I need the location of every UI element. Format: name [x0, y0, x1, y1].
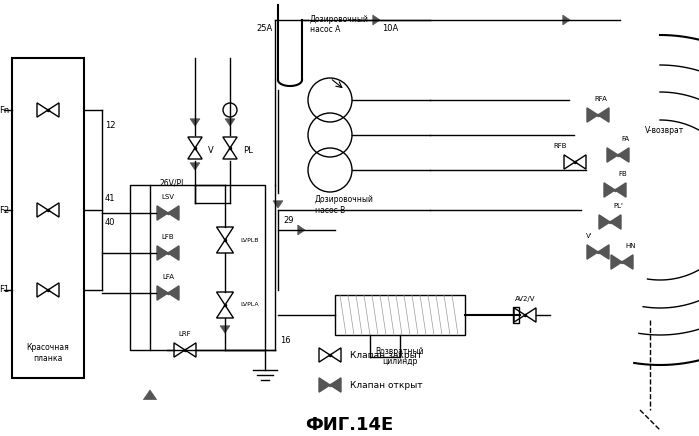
Polygon shape [587, 245, 598, 259]
Text: Fn: Fn [0, 106, 9, 115]
Text: LSV: LSV [161, 194, 175, 200]
Polygon shape [563, 15, 570, 25]
Polygon shape [373, 15, 380, 25]
Polygon shape [587, 108, 598, 122]
Polygon shape [615, 183, 626, 197]
Polygon shape [190, 119, 200, 126]
Text: 16: 16 [280, 336, 291, 345]
Text: 10A: 10A [382, 24, 398, 33]
Bar [12, 58, 84, 378]
Text: V': V' [586, 233, 593, 239]
Text: 25A: 25A [257, 24, 273, 33]
Text: PL': PL' [613, 203, 623, 209]
Text: FA: FA [621, 136, 629, 142]
Text: Клапан закрыт: Клапан закрыт [350, 351, 422, 360]
Text: 29: 29 [283, 215, 294, 225]
Bar [513, 307, 519, 323]
Polygon shape [319, 378, 330, 392]
Polygon shape [610, 215, 621, 229]
Polygon shape [157, 246, 168, 260]
Text: Дозировочный
насос В: Дозировочный насос В [315, 195, 374, 215]
Text: Клапан открыт: Клапан открыт [350, 381, 423, 389]
Polygon shape [622, 255, 633, 269]
Text: 12: 12 [105, 120, 115, 129]
Text: LRF: LRF [179, 331, 192, 337]
Text: V-возврат: V-возврат [645, 126, 684, 134]
Text: FB: FB [618, 171, 627, 177]
Text: AV2/V: AV2/V [514, 296, 535, 302]
Text: RFA: RFA [595, 96, 607, 102]
Text: LFB: LFB [161, 234, 174, 240]
Polygon shape [157, 206, 168, 220]
Text: Красочная
планка: Красочная планка [27, 343, 69, 363]
Polygon shape [599, 215, 610, 229]
Polygon shape [143, 390, 157, 400]
Text: LVPLA: LVPLA [240, 303, 259, 307]
Text: 40: 40 [105, 218, 115, 226]
Text: RFB: RFB [553, 143, 567, 149]
Bar [335, 295, 465, 335]
Text: F1: F1 [0, 286, 9, 294]
Text: LFA: LFA [162, 274, 174, 280]
Polygon shape [190, 163, 200, 170]
Text: V: V [208, 146, 214, 154]
Polygon shape [611, 255, 622, 269]
Text: HN: HN [625, 243, 635, 249]
Polygon shape [607, 148, 618, 162]
Text: F2: F2 [0, 205, 9, 215]
Text: ФИГ.14Е: ФИГ.14Е [305, 416, 394, 434]
Polygon shape [604, 183, 615, 197]
Polygon shape [598, 245, 609, 259]
Polygon shape [618, 148, 629, 162]
Text: 26V/PL: 26V/PL [160, 178, 187, 187]
Bar [130, 185, 265, 350]
Text: Дозировочный
насос А: Дозировочный насос А [310, 15, 369, 34]
Polygon shape [157, 286, 168, 300]
Text: LVPLB: LVPLB [240, 238, 259, 242]
Polygon shape [168, 246, 179, 260]
Polygon shape [298, 225, 305, 235]
Text: Возвратный
цилиндр: Возвратный цилиндр [376, 347, 424, 366]
Polygon shape [273, 201, 283, 208]
Polygon shape [168, 206, 179, 220]
Polygon shape [220, 326, 230, 333]
Text: PL: PL [243, 146, 253, 154]
Polygon shape [598, 108, 609, 122]
Polygon shape [225, 119, 235, 126]
Text: 41: 41 [105, 194, 115, 202]
Polygon shape [168, 286, 179, 300]
Polygon shape [330, 378, 341, 392]
